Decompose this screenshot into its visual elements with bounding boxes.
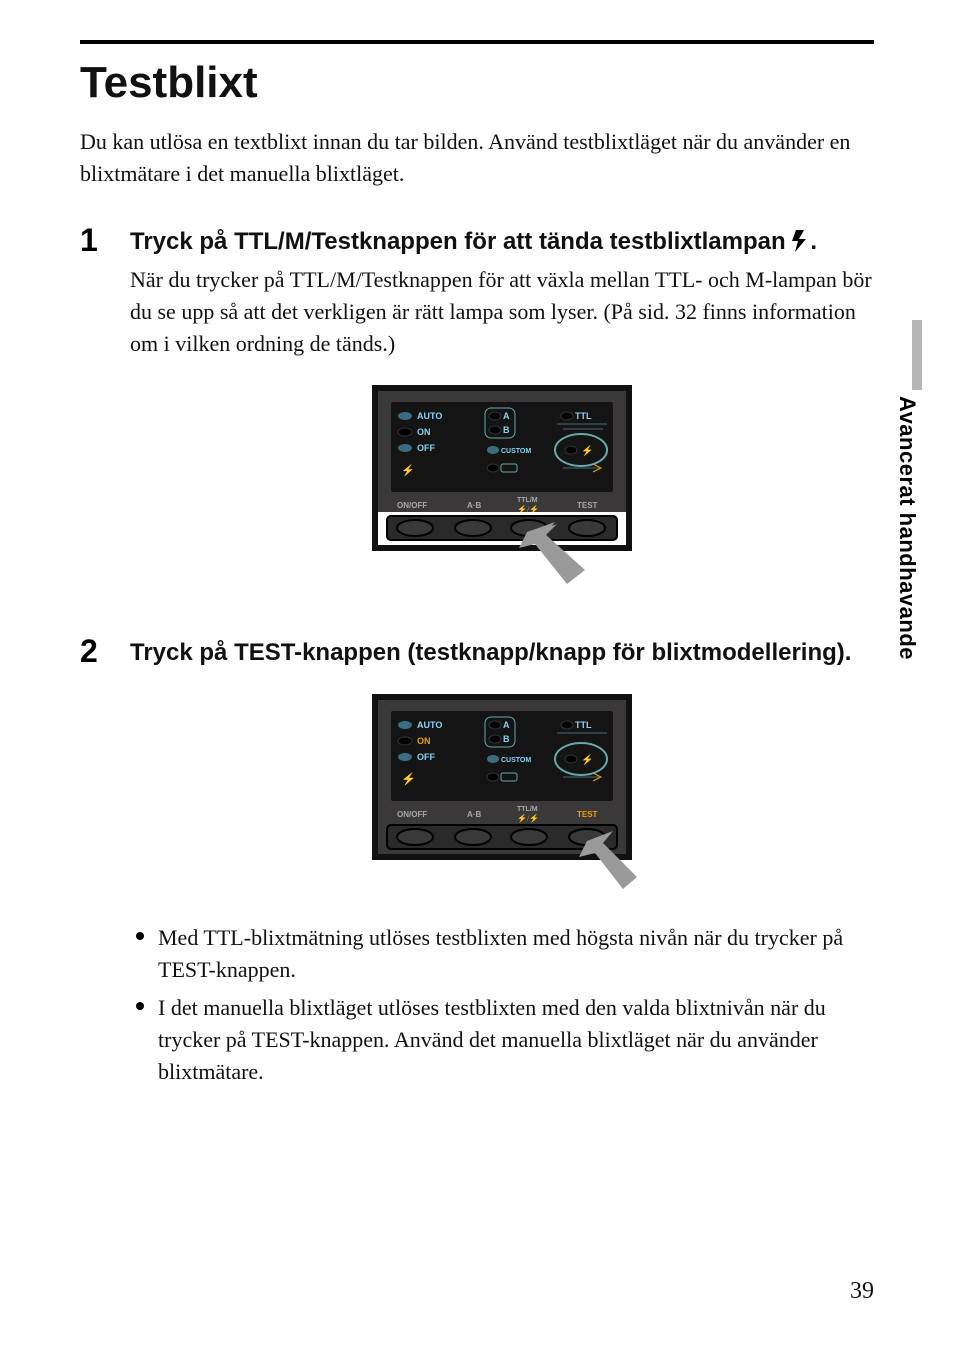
step-2-heading: Tryck på TEST-knappen (testknapp/knapp f…: [130, 637, 874, 669]
side-tab: Avancerat handhavande: [894, 320, 922, 660]
svg-text:A·B: A·B: [467, 810, 481, 819]
lbl-custom: CUSTOM: [501, 448, 531, 455]
device-panel-1: AUTO ON OFF ⚡ A B CUSTOM: [367, 384, 637, 604]
bullet-2: I det manuella blixtläget utlöses testbl…: [158, 992, 874, 1088]
lbl-ab: A·B: [467, 501, 481, 510]
lbl-test: TEST: [577, 501, 598, 510]
svg-text:⚡: ⚡: [401, 772, 416, 786]
page-title: Testblixt: [80, 58, 874, 108]
step-1-panel: AUTO ON OFF ⚡ A B CUSTOM: [130, 384, 874, 609]
svg-text:AUTO: AUTO: [417, 720, 442, 730]
side-tab-bar: [912, 320, 922, 390]
svg-text:ON: ON: [417, 736, 431, 746]
svg-text:CUSTOM: CUSTOM: [501, 757, 531, 764]
step-2-heading-text: Tryck på TEST-knappen (testknapp/knapp f…: [130, 639, 851, 666]
svg-text:TEST: TEST: [577, 810, 598, 819]
device-panel-2: AUTO ON OFF ⚡ A B CUSTOM: [367, 693, 637, 893]
lbl-ttl: TTL: [575, 411, 592, 421]
lbl-b: B: [503, 425, 510, 435]
bullet-1: Med TTL-blixtmätning utlöses testblixten…: [158, 922, 874, 986]
step-1-heading-text: Tryck på TTL/M/Testknappen för att tända…: [130, 228, 792, 255]
svg-text:⚡: ⚡: [581, 444, 593, 457]
step-1-heading: Tryck på TTL/M/Testknappen för att tända…: [130, 226, 874, 258]
step-1-body: När du trycker på TTL/M/Testknappen för …: [130, 264, 874, 360]
side-tab-label: Avancerat handhavande: [894, 396, 920, 660]
steps-list: Tryck på TTL/M/Testknappen för att tända…: [80, 226, 874, 1088]
svg-text:A: A: [503, 720, 510, 730]
svg-text:TTL: TTL: [575, 720, 592, 730]
top-rule: [80, 40, 874, 44]
bolt-icon: [792, 226, 810, 258]
step-1: Tryck på TTL/M/Testknappen för att tända…: [80, 226, 874, 609]
lbl-onoff: ON/OFF: [397, 501, 427, 510]
svg-text:TTL/M: TTL/M: [517, 806, 538, 813]
svg-text:⚡/⚡: ⚡/⚡: [517, 813, 539, 823]
lbl-auto: AUTO: [417, 411, 442, 421]
intro-paragraph: Du kan utlösa en textblixt innan du tar …: [80, 126, 874, 190]
svg-text:ON/OFF: ON/OFF: [397, 810, 427, 819]
svg-text:TTL/M: TTL/M: [517, 497, 538, 504]
lbl-a: A: [503, 411, 510, 421]
svg-text:OFF: OFF: [417, 752, 435, 762]
step-1-heading-post: .: [810, 228, 817, 255]
svg-text:B: B: [503, 734, 510, 744]
page-number: 39: [850, 1278, 874, 1305]
svg-text:⚡: ⚡: [581, 753, 593, 766]
lbl-on: ON: [417, 427, 431, 437]
lbl-off: OFF: [417, 443, 435, 453]
step-2-bullets: Med TTL-blixtmätning utlöses testblixten…: [130, 922, 874, 1087]
svg-text:⚡: ⚡: [401, 464, 415, 477]
page: Testblixt Du kan utlösa en textblixt inn…: [0, 0, 954, 1345]
step-2: Tryck på TEST-knappen (testknapp/knapp f…: [80, 637, 874, 1088]
step-2-panel: AUTO ON OFF ⚡ A B CUSTOM: [130, 693, 874, 898]
